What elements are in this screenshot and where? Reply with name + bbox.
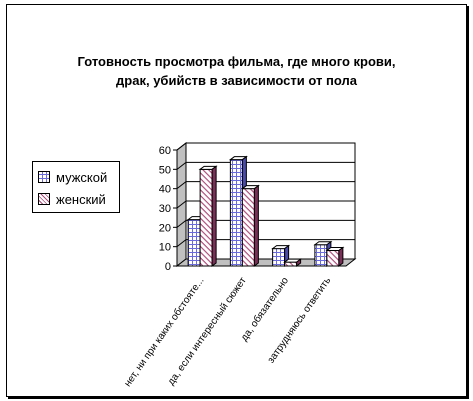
legend-swatch-male bbox=[38, 171, 50, 183]
bar-male bbox=[271, 244, 291, 267]
bar-front bbox=[326, 250, 340, 267]
bar-front bbox=[272, 248, 286, 267]
chart-title: Готовность просмотра фильма, где много к… bbox=[0, 52, 473, 90]
bar-front bbox=[187, 219, 201, 267]
bar-female bbox=[198, 165, 218, 267]
y-tick-label: 60 bbox=[159, 145, 171, 157]
chart-legend: мужской женский bbox=[32, 161, 120, 213]
x-tick-label: да, если интересный сюжет bbox=[166, 275, 249, 387]
bar-side bbox=[211, 165, 217, 267]
legend-swatch-female bbox=[38, 193, 50, 205]
bar-front bbox=[284, 261, 298, 267]
legend-item-male: мужской bbox=[38, 169, 107, 185]
bar-front bbox=[199, 168, 213, 267]
gridline-side bbox=[176, 142, 187, 151]
x-tick-label: нет, ни при каких обстояте... bbox=[122, 275, 207, 389]
gridline-side bbox=[176, 200, 187, 209]
y-tick-label: 20 bbox=[159, 222, 171, 234]
gridline-side bbox=[176, 219, 187, 228]
gridline-side bbox=[176, 181, 187, 190]
bar-female bbox=[240, 184, 260, 267]
chart-title-line-2: драк, убийств в зависимости от пола bbox=[116, 73, 357, 88]
y-tick-label: 30 bbox=[159, 203, 171, 215]
y-tick-label: 50 bbox=[159, 164, 171, 176]
bar-female bbox=[283, 258, 303, 267]
gridline-side bbox=[176, 161, 187, 170]
bar-side bbox=[253, 184, 259, 267]
legend-item-female: женский bbox=[38, 191, 106, 207]
gridline-side bbox=[176, 239, 187, 248]
bar-side bbox=[296, 258, 302, 267]
chart-title-line-1: Готовность просмотра фильма, где много к… bbox=[77, 54, 396, 69]
bar-front bbox=[314, 244, 328, 267]
legend-label-female: женский bbox=[56, 191, 106, 207]
bar-female bbox=[325, 246, 345, 267]
y-tick-label: 0 bbox=[165, 261, 171, 273]
y-tick-label: 40 bbox=[159, 184, 171, 196]
bar-front bbox=[229, 159, 243, 267]
y-tick-label: 10 bbox=[159, 242, 171, 254]
bar-front bbox=[241, 188, 255, 267]
bar-side bbox=[338, 246, 344, 267]
legend-label-male: мужской bbox=[56, 169, 108, 185]
